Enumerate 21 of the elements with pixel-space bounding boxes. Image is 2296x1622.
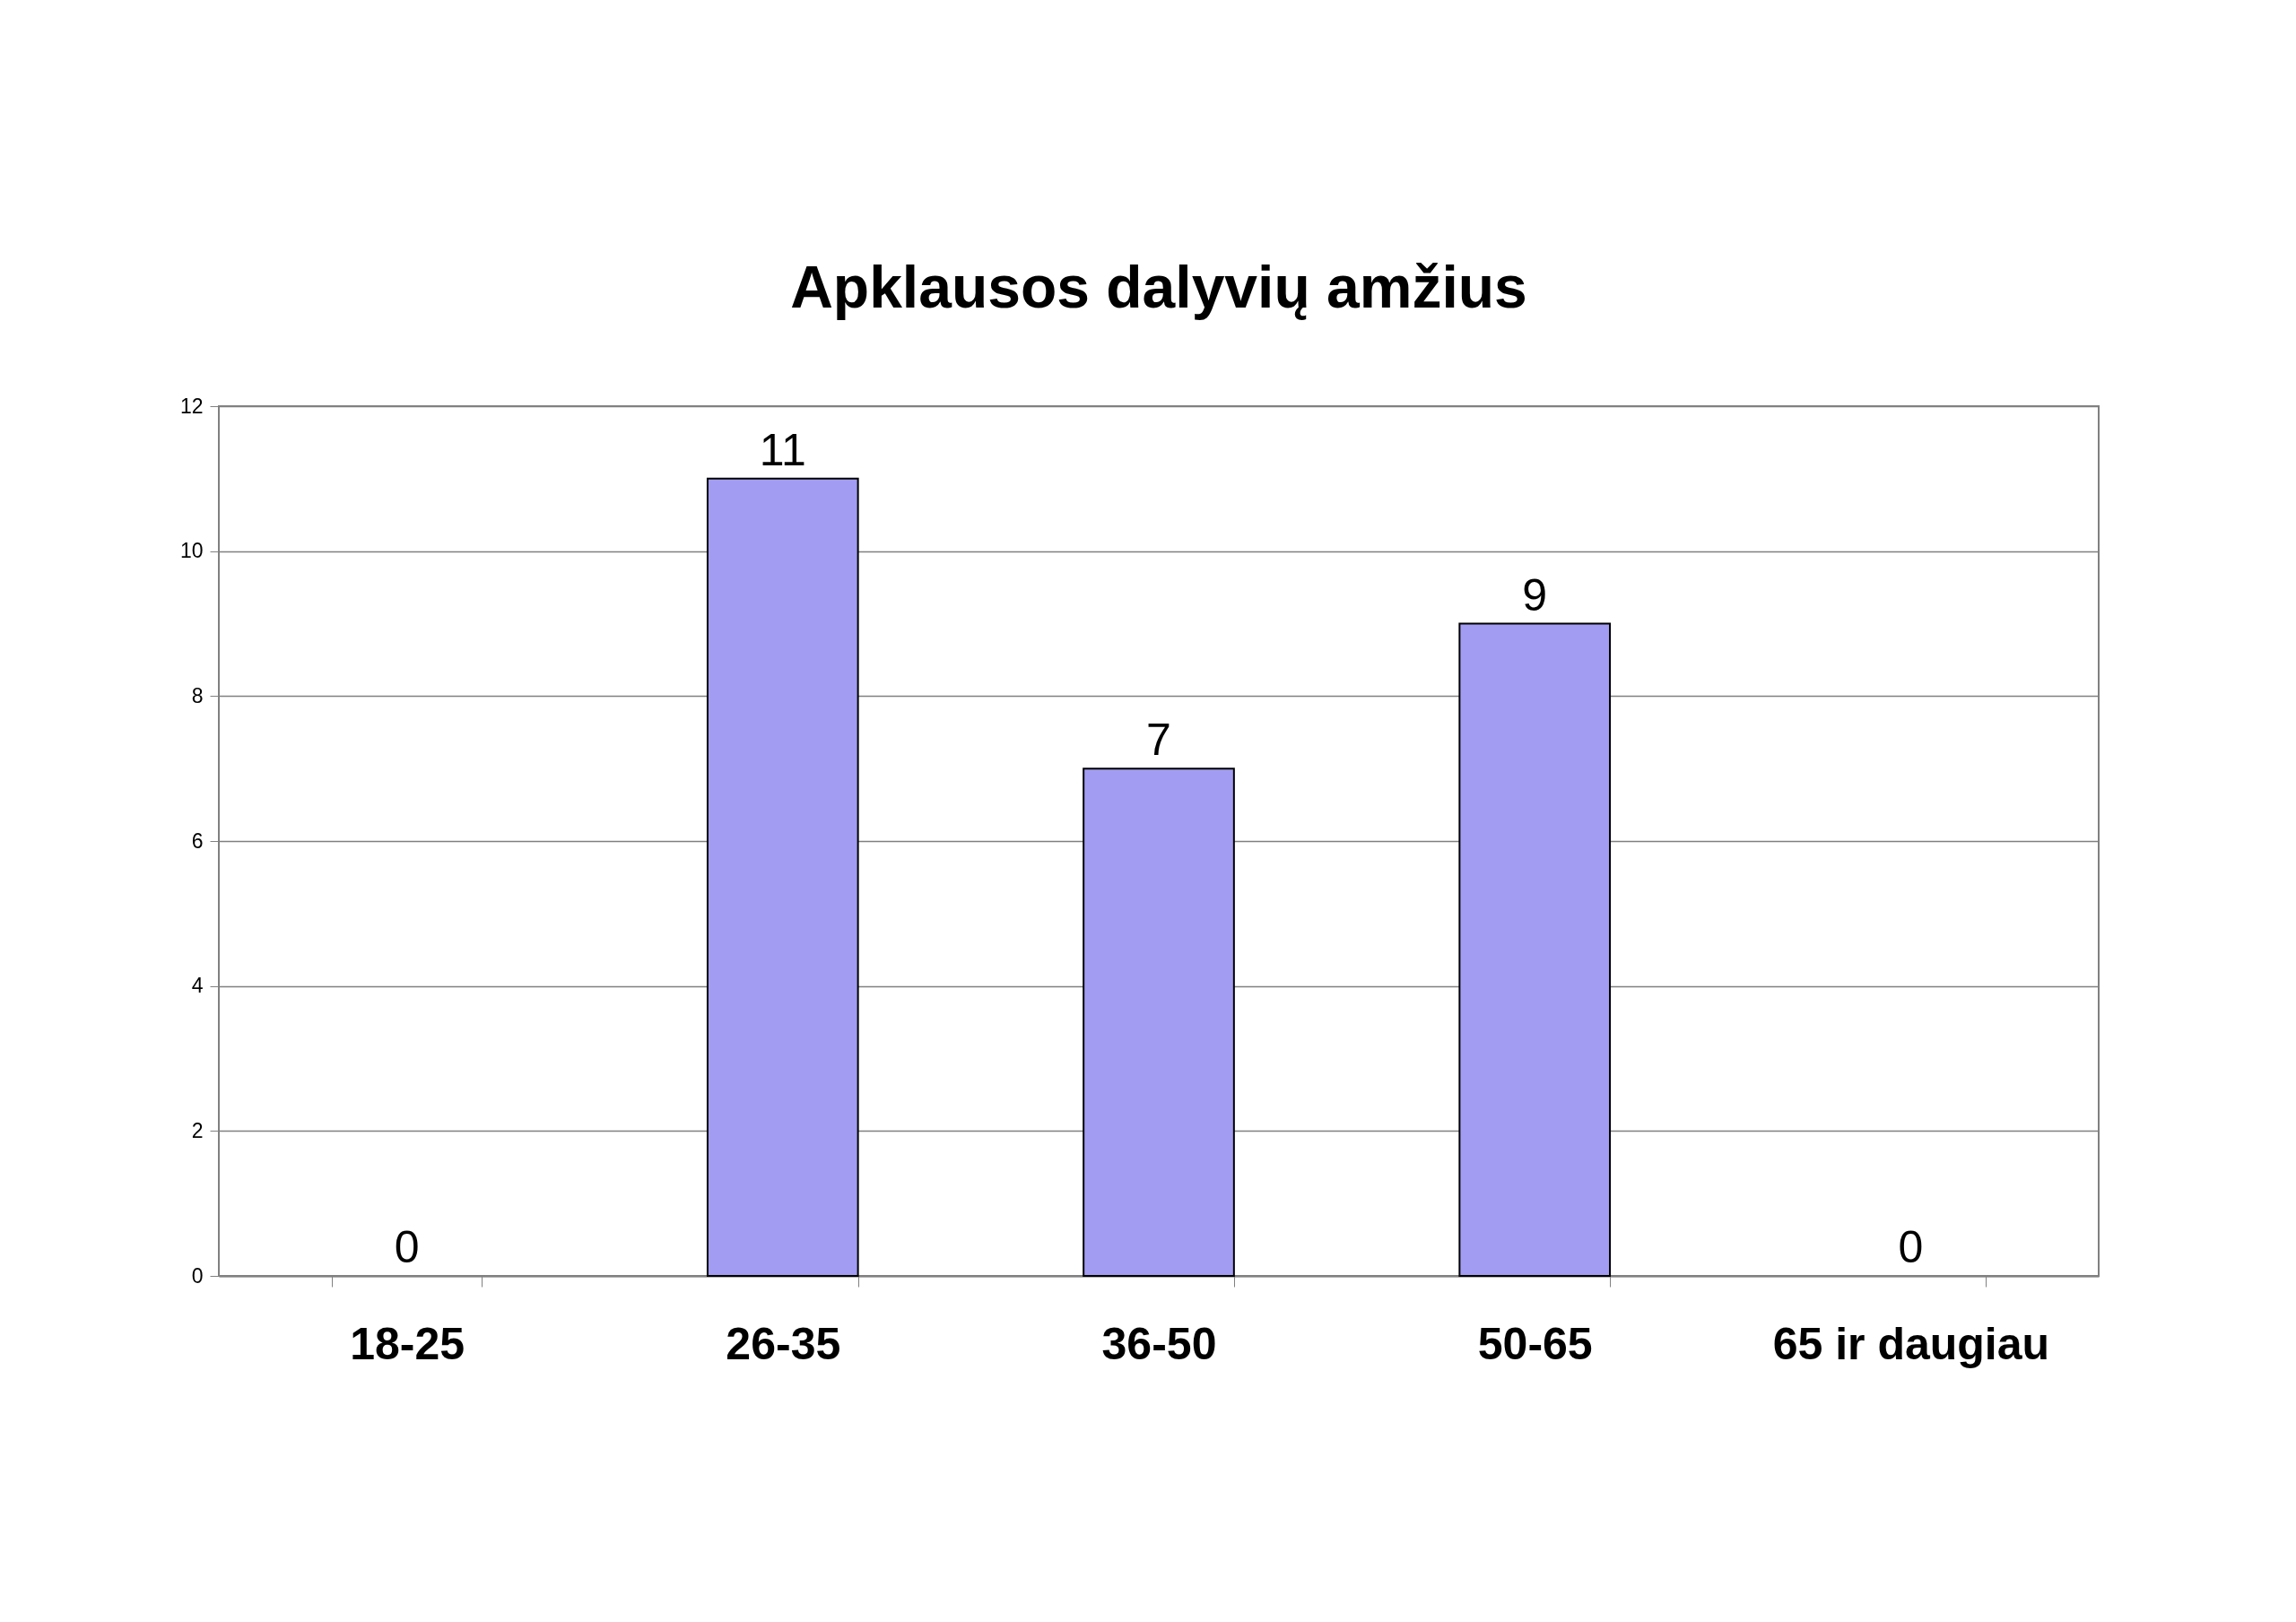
x-tick-label: 65 ir daugiau: [1772, 1318, 2050, 1369]
data-label: 9: [1522, 569, 1548, 620]
data-label: 0: [394, 1222, 420, 1272]
y-tick-label: 2: [191, 1118, 204, 1142]
x-tick-label: 36-50: [1101, 1318, 1217, 1369]
data-label: 11: [759, 424, 806, 475]
data-label: 0: [1898, 1222, 1924, 1272]
bar: [1083, 768, 1235, 1277]
y-tick-label: 10: [179, 539, 204, 563]
y-tick-label: 4: [191, 974, 204, 998]
y-tick-label: 0: [191, 1263, 204, 1288]
data-label: 7: [1146, 715, 1171, 766]
bar: [1458, 622, 1612, 1277]
x-tick-label: 26-35: [726, 1318, 841, 1369]
y-tick-label: 6: [191, 828, 204, 853]
y-tick-label: 8: [191, 683, 204, 707]
x-tick-label: 50-65: [1477, 1318, 1593, 1369]
chart-title: Apklausos dalyvių amžius: [790, 254, 1527, 320]
bar: [706, 477, 859, 1277]
x-tick-label: 18-25: [350, 1318, 465, 1369]
y-tick-label: 12: [179, 394, 204, 418]
